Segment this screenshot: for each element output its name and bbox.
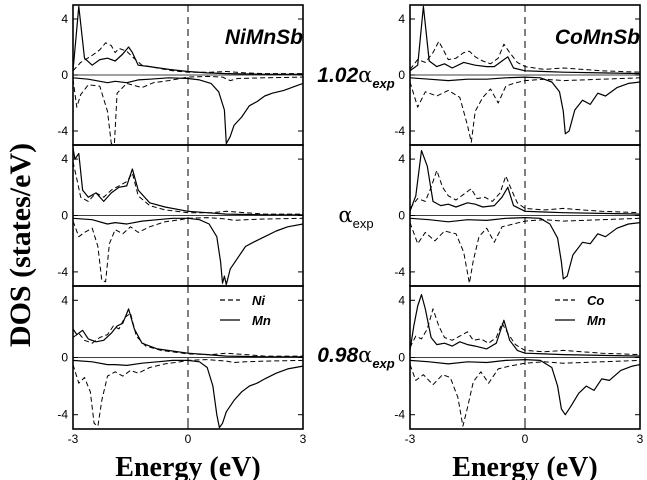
dos-curve-mn-down <box>73 359 303 429</box>
y-tick-label: 0 <box>61 209 68 223</box>
x-tick-label: -3 <box>405 432 416 446</box>
dos-curve-co-up <box>410 40 640 73</box>
x-tick-label: 0 <box>522 432 529 446</box>
y-tick-label: 0 <box>398 209 405 223</box>
dos-curve-mn-down <box>410 359 640 416</box>
dos-curve-co-up <box>410 169 640 214</box>
dos-curve-ni-up <box>73 312 303 357</box>
system-label-left: NiMnSb <box>225 26 303 49</box>
dos-curve-ni-up <box>73 161 303 215</box>
y-tick-label: 4 <box>61 152 68 166</box>
y-tick-label: -4 <box>57 265 68 279</box>
dos-curve-co-down <box>410 217 640 284</box>
y-tick-label: -4 <box>394 265 405 279</box>
y-tick-label: 4 <box>61 293 68 307</box>
dos-curve-mn-up <box>410 150 640 215</box>
y-axis-title: DOS (states/eV) <box>4 143 37 347</box>
lattice-label-row-1: αexp <box>338 203 373 231</box>
dos-curve-mn-up <box>410 294 640 357</box>
panel-r1-c0: 4 0 -4 <box>57 144 304 287</box>
y-tick-label: 0 <box>398 68 405 82</box>
y-tick-label: 4 <box>398 12 405 26</box>
panel-r0-c1: 4 0 -4 <box>394 4 641 146</box>
dos-curve-mn-down <box>410 217 640 280</box>
legend-label: Mn <box>252 313 271 328</box>
dos-curve-mn-up <box>73 147 303 216</box>
y-tick-label: 0 <box>398 351 405 365</box>
x-tick-label: 3 <box>300 432 307 446</box>
x-axis-title-right: Energy (eV) <box>452 452 597 480</box>
dos-curve-ni-down <box>73 75 303 145</box>
legend-label: Co <box>587 293 604 308</box>
x-tick-label: -3 <box>68 432 79 446</box>
y-tick-label: -4 <box>57 408 68 422</box>
dos-curve-mn-down <box>73 217 303 286</box>
lattice-label-row-2: 0.98αexp <box>317 343 395 371</box>
dos-curve-mn-up <box>73 5 303 75</box>
x-tick-label: 0 <box>185 432 192 446</box>
dos-curve-co-up <box>410 308 640 356</box>
y-tick-label: -4 <box>394 124 405 138</box>
y-tick-label: 4 <box>61 12 68 26</box>
dos-curve-mn-down <box>73 77 303 145</box>
lattice-row-labels: 1.02αexp αexp 0.98αexp <box>317 63 395 371</box>
legends: Ni Mn Co Mn <box>220 293 606 328</box>
dos-curve-mn-up <box>73 308 303 358</box>
dos-curve-ni-down <box>73 217 303 283</box>
dos-curve-mn-up <box>410 5 640 75</box>
legend-label: Ni <box>252 293 265 308</box>
y-tick-label: 0 <box>61 68 68 82</box>
panel-r1-c1: 4 0 -4 <box>394 144 641 287</box>
panel-r2-c1: 4 0 -4-3 0 3 <box>394 285 644 446</box>
dos-curve-mn-down <box>410 76 640 135</box>
panel-grid: 40-440-440-440-440-4-3 0 340-4-3 0 3 <box>57 4 644 446</box>
dos-curve-co-down <box>410 77 640 143</box>
panel-r2-c0: 4 0 -4-3 0 3 <box>57 285 307 446</box>
y-tick-label: 4 <box>398 293 405 307</box>
dos-curve-co-down <box>410 359 640 427</box>
y-tick-label: -4 <box>57 124 68 138</box>
x-tick-label: 3 <box>637 432 644 446</box>
y-tick-label: 0 <box>61 351 68 365</box>
y-tick-label: -4 <box>394 408 405 422</box>
lattice-label-row-0: 1.02αexp <box>317 63 395 91</box>
legend-label: Mn <box>587 313 606 328</box>
y-tick-label: 4 <box>398 152 405 166</box>
x-axis-title-left: Energy (eV) <box>115 452 260 480</box>
system-label-right: CoMnSb <box>555 26 640 49</box>
dos-curve-ni-up <box>73 42 303 75</box>
dos-curve-ni-down <box>73 359 303 427</box>
